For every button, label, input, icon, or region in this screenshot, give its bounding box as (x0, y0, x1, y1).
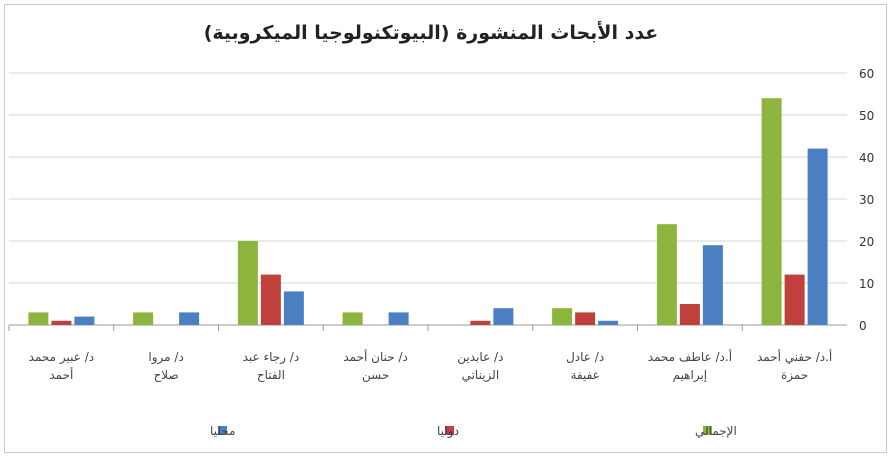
x-category-label-line: د/ رجاء عبد (243, 350, 300, 365)
chart-frame: عدد الأبحاث المنشورة (البيوتكنولوجيا الم… (4, 4, 887, 453)
bar-international (470, 320, 491, 325)
x-category-label: د/ مروا صلاح (148, 350, 183, 382)
x-category-label-line: أ.د/ حفني أحمد (757, 349, 832, 364)
bar-total (28, 312, 49, 325)
legend-label: الإجمالي (695, 424, 737, 438)
y-tick-label: 50 (859, 109, 874, 123)
x-category-label-line: الزيناتي (462, 368, 500, 383)
gridlines (8, 72, 847, 331)
x-category-label-line: الفتاح (257, 368, 285, 382)
y-axis-ticks: 0 10 20 30 40 50 60 (859, 67, 874, 333)
y-tick-label: 30 (859, 193, 874, 207)
chart-svg: عدد الأبحاث المنشورة (البيوتكنولوجيا الم… (8, 21, 874, 439)
x-category-label-line: د/ عادل (566, 350, 604, 364)
x-axis-categories: أ.د/ حفني أحمد حمزة أ.د/ عاطف محمد إبراهيم د… (29, 349, 833, 383)
legend-label: دوليا (437, 424, 459, 439)
y-tick-label: 60 (859, 67, 874, 81)
bar-local (388, 312, 409, 325)
x-category-label-line: حمزة (781, 368, 808, 383)
bar-international (784, 274, 805, 325)
bar-local (74, 316, 95, 325)
bar-total (656, 224, 677, 325)
x-category-label-line: إبراهيم (673, 368, 708, 383)
bar-local (179, 312, 200, 325)
x-category-label: د/ حنان أحمد حسن (343, 349, 408, 383)
bar-total (761, 98, 782, 325)
x-category-label: د/ عبير محمد أحمد (29, 350, 94, 382)
y-tick-label: 10 (859, 277, 874, 291)
x-category-label-line: صلاح (154, 368, 179, 382)
x-category-label-line: د/ حنان أحمد (343, 349, 408, 364)
legend-label: محليا (210, 424, 235, 438)
x-category-label-line: حسن (362, 368, 389, 383)
bars (28, 98, 828, 325)
x-category-label-line: د/ عبير محمد (29, 350, 94, 365)
bar-local (493, 308, 514, 325)
bar-international (260, 274, 281, 325)
bar-local (807, 148, 828, 325)
chart-title: عدد الأبحاث المنشورة (البيوتكنولوجيا الم… (204, 21, 659, 44)
bar-international (575, 312, 596, 325)
y-tick-label: 40 (859, 151, 874, 165)
bar-international (679, 304, 700, 325)
bar-total (237, 241, 258, 325)
legend: الإجمالي دوليا محليا (210, 424, 737, 439)
x-category-label: د/ عابدين الزيناتي (457, 350, 503, 383)
y-tick-label: 20 (859, 235, 874, 249)
x-category-label-line: أ.د/ عاطف محمد (648, 349, 732, 364)
x-category-label-line: أحمد (49, 367, 73, 382)
legend-swatch (445, 426, 454, 435)
x-category-label-line: د/ مروا (148, 350, 183, 365)
bar-total (552, 308, 573, 325)
x-category-label: أ.د/ حفني أحمد حمزة (757, 349, 832, 383)
x-category-label-line: د/ عابدين (457, 350, 503, 365)
bar-total (342, 312, 363, 325)
x-category-label: د/ عادل عفيفة (566, 350, 604, 382)
bar-local (598, 320, 619, 325)
bar-local (283, 291, 304, 325)
x-category-label-line: عفيفة (570, 368, 599, 382)
bar-international (51, 320, 72, 325)
bar-local (702, 245, 723, 325)
y-tick-label: 0 (859, 319, 867, 333)
legend-swatch (703, 426, 712, 435)
bar-total (133, 312, 154, 325)
x-category-label: أ.د/ عاطف محمد إبراهيم (648, 349, 732, 383)
x-category-label: د/ رجاء عبد الفتاح (243, 350, 300, 382)
legend-swatch (218, 426, 227, 435)
